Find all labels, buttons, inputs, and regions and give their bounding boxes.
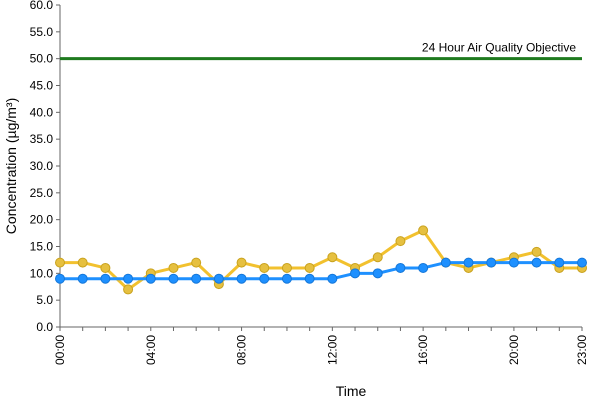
data-point [327,252,338,263]
data-point [281,273,292,284]
data-point [418,262,429,273]
threshold-line-group: 24 Hour Air Quality Objective [60,41,582,61]
data-point [508,257,519,268]
y-tick-label: 30.0 [30,159,54,173]
data-point [123,284,134,295]
data-point [100,262,111,273]
data-point [531,246,542,257]
data-point [77,273,88,284]
y-tick-label: 35.0 [30,132,54,146]
x-tick-label: 08:00 [235,335,249,365]
y-tick-label: 60.0 [30,0,54,12]
data-point [168,262,179,273]
y-tick-label: 0.0 [36,320,53,334]
y-tick-label: 15.0 [30,240,54,254]
data-point [191,273,202,284]
data-point [440,257,451,268]
data-point [259,262,270,273]
y-tick-label: 50.0 [30,52,54,66]
series-1 [55,225,587,295]
data-point [554,257,565,268]
data-point [213,273,224,284]
x-tick-label: 16:00 [416,335,430,365]
data-point [486,257,497,268]
data-point [577,257,587,268]
data-point [100,273,111,284]
data-point [372,252,383,263]
data-point [55,257,65,268]
data-point [372,268,383,279]
data-point [236,257,247,268]
data-point [191,257,202,268]
data-point [304,262,315,273]
data-point [418,225,429,236]
x-tick-label: 23:00 [575,335,589,365]
y-tick-label: 20.0 [30,213,54,227]
y-tick-label: 55.0 [30,25,54,39]
data-point [463,257,474,268]
data-point [350,268,361,279]
data-point [77,257,88,268]
y-axis-ticks: 0.0 5.0 10.0 15.0 20.0 25.0 30.0 35.0 40.0 45.0 50… [30,0,60,334]
series-2 [55,257,587,284]
x-tick-label: 04:00 [144,335,158,365]
data-point [395,262,406,273]
x-tick-label: 20:00 [507,335,521,365]
x-tick-label: 12:00 [325,335,339,365]
series-line [60,228,582,291]
data-point [281,262,292,273]
y-axis-label: Concentration (µg/m³) [3,98,19,234]
x-axis-label: Time [336,383,367,399]
x-tick-label: 00:00 [53,335,67,365]
series-group [55,225,587,295]
data-point [304,273,315,284]
y-tick-label: 45.0 [30,79,54,93]
data-point [236,273,247,284]
y-tick-label: 10.0 [30,266,54,280]
data-point [168,273,179,284]
data-point [531,257,542,268]
y-tick-label: 5.0 [36,293,53,307]
data-point [123,273,134,284]
data-point [259,273,270,284]
data-point [395,236,406,247]
y-tick-label: 25.0 [30,186,54,200]
x-axis-ticks: 00:00 04:00 08:00 12:00 16:00 20:00 23:00 [53,327,589,365]
series-line [60,261,582,281]
threshold-label: 24 Hour Air Quality Objective [422,41,576,55]
data-point [145,273,156,284]
data-point [55,273,65,284]
data-point [327,273,338,284]
y-tick-label: 40.0 [30,105,54,119]
